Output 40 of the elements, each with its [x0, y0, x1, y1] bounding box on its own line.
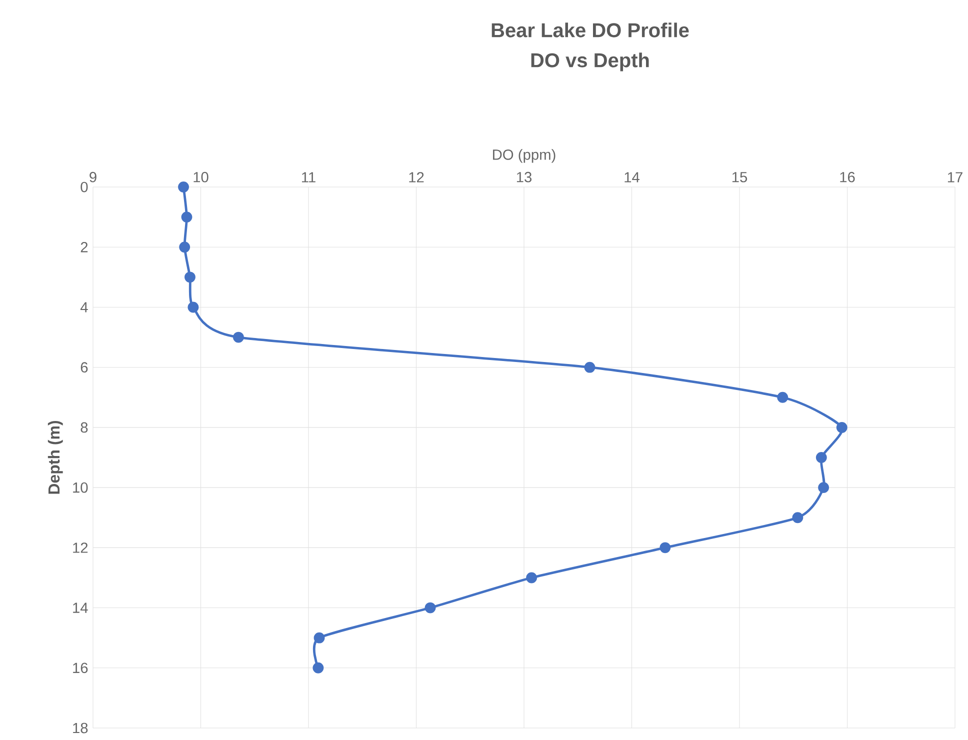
- point: [836, 422, 848, 433]
- point: [178, 182, 189, 192]
- y-tick-label: 4: [80, 302, 88, 312]
- x-tick-label: 9: [90, 172, 96, 182]
- chart-subtitle: DO vs Depth: [531, 52, 649, 72]
- point: [777, 392, 788, 403]
- point: [424, 602, 436, 614]
- point: [792, 512, 804, 524]
- x-tick-label: 14: [624, 172, 640, 182]
- y-tick-label: 10: [73, 482, 88, 493]
- y-tick-label: 14: [73, 602, 88, 613]
- y-tick-label: 6: [80, 362, 88, 373]
- point: [184, 272, 196, 283]
- point: [526, 572, 538, 584]
- x-tick-label: 12: [409, 172, 424, 182]
- point: [188, 302, 199, 313]
- x-tick-label: 10: [194, 172, 208, 182]
- chart-title: Bear Lake DO Profile: [492, 22, 689, 38]
- y-tick-label: 2: [80, 242, 88, 252]
- y-tick-label: 8: [80, 422, 88, 433]
- y-tick-label: 18: [73, 722, 88, 734]
- point: [233, 332, 244, 343]
- x-axis-title: DO (ppm): [493, 149, 556, 163]
- x-tick-label: 11: [302, 172, 316, 182]
- x-tick-label: 15: [732, 172, 748, 182]
- point: [181, 212, 192, 223]
- x-tick-label: 16: [840, 172, 855, 182]
- point: [179, 242, 190, 253]
- point: [314, 632, 325, 644]
- point: [816, 452, 827, 463]
- point: [584, 362, 596, 373]
- y-axis-title: Depth (m): [48, 420, 63, 494]
- point: [312, 662, 324, 674]
- point: [818, 482, 830, 494]
- x-tick-label: 17: [948, 172, 962, 182]
- point: [660, 542, 671, 554]
- y-tick-label: 0: [80, 182, 88, 192]
- y-tick-label: 12: [73, 542, 88, 553]
- x-tick-label: 13: [516, 172, 532, 182]
- y-tick-label: 16: [73, 662, 88, 674]
